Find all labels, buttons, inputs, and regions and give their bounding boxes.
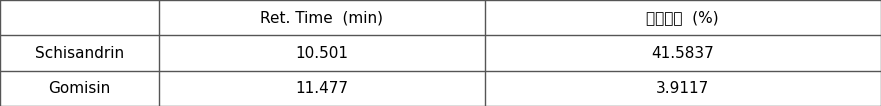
- Bar: [485, 35, 881, 71]
- Text: Ret. Time  (min): Ret. Time (min): [260, 10, 383, 25]
- Text: 41.5837: 41.5837: [651, 45, 714, 61]
- Text: 11.477: 11.477: [295, 81, 348, 96]
- Bar: [159, 71, 485, 106]
- Text: Gomisin: Gomisin: [48, 81, 110, 96]
- Bar: [0, 0, 159, 35]
- Bar: [159, 35, 485, 71]
- Bar: [485, 71, 881, 106]
- Text: 상대함량  (%): 상대함량 (%): [647, 10, 719, 25]
- Bar: [0, 71, 159, 106]
- Text: 10.501: 10.501: [295, 45, 348, 61]
- Text: 3.9117: 3.9117: [656, 81, 709, 96]
- Bar: [0, 35, 159, 71]
- Text: Schisandrin: Schisandrin: [34, 45, 124, 61]
- Bar: [485, 0, 881, 35]
- Bar: [159, 0, 485, 35]
